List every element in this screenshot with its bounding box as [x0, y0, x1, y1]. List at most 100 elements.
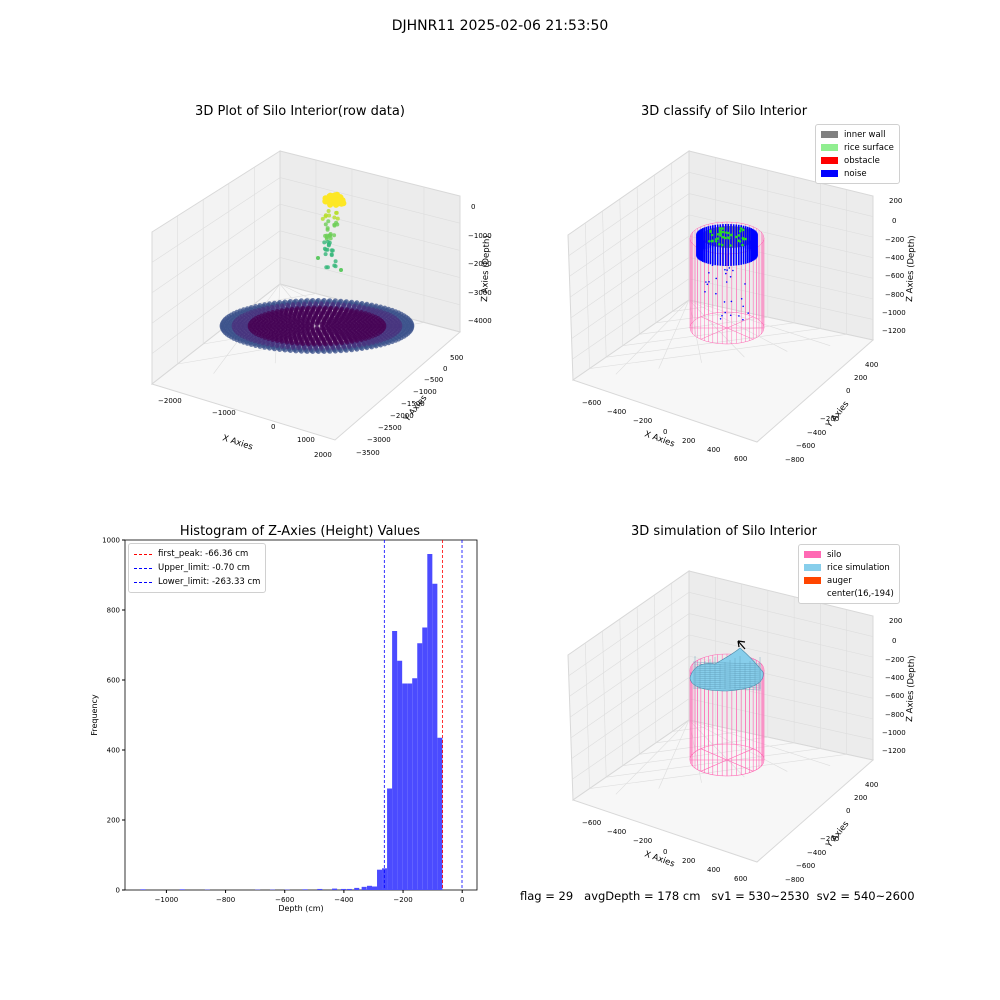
panel2-z-tick: 200 [889, 197, 902, 205]
legend-swatch [821, 131, 838, 138]
gridline [606, 748, 821, 778]
flag-value: flag = 29 [520, 889, 574, 903]
noise-point [705, 281, 707, 283]
rice-surface-point [718, 227, 722, 230]
rice-surface-point [716, 233, 720, 236]
rice-surface-point [721, 243, 724, 247]
gridline [654, 174, 657, 323]
noise-point [711, 264, 714, 266]
gridline [671, 582, 673, 732]
gridline [658, 299, 690, 369]
gridline [589, 333, 847, 369]
histogram-bar [382, 868, 388, 890]
x-tick-label: −600 [275, 896, 294, 904]
panel1-z-tick: −4000 [468, 317, 492, 325]
data-point [393, 322, 399, 327]
silo-wire [726, 759, 754, 772]
sv2-value: sv2 = 540~2600 [816, 889, 915, 903]
gridline [688, 299, 831, 346]
x-tick-label: −800 [216, 896, 235, 904]
legend-label: noise [844, 168, 867, 179]
data-point [405, 322, 411, 327]
gridline [279, 203, 461, 251]
gridline [672, 305, 716, 312]
gridline [589, 753, 847, 789]
noise-point [708, 272, 710, 274]
gridline [571, 677, 690, 759]
surface-mesh [692, 665, 762, 669]
legend-label: inner wall [844, 129, 886, 140]
histogram-bar [432, 583, 438, 890]
surface-mesh [692, 681, 762, 685]
gridline [279, 230, 461, 278]
rice-surface-point [727, 231, 730, 235]
data-point [332, 233, 337, 238]
gridline [619, 618, 624, 766]
panel1-x-tick: −1000 [212, 409, 236, 417]
data-point [353, 322, 358, 327]
rice-surface-point [711, 239, 714, 243]
legend-swatch [804, 551, 821, 558]
silo-wire [700, 748, 728, 761]
histogram-y-label: Frequency [90, 694, 99, 736]
histogram-bar [371, 886, 378, 890]
histogram-bar [422, 627, 428, 890]
gridline [570, 235, 690, 319]
noise-point [728, 267, 731, 269]
data-point [322, 240, 327, 245]
gridline [151, 230, 281, 324]
legend-label: auger [827, 575, 852, 586]
noise-point [724, 268, 726, 271]
status-footer: flag = 29 avgDepth = 178 cm sv1 = 530~25… [520, 889, 915, 903]
gridline [584, 222, 590, 369]
panel4-z-tick: −600 [885, 692, 904, 700]
data-point [397, 322, 403, 327]
gridline [671, 162, 673, 312]
data-point [326, 243, 331, 248]
y-tick-label: 1000 [102, 537, 120, 545]
legend-swatch [804, 577, 821, 584]
rice-surface-point [729, 244, 732, 247]
legend-swatch [821, 157, 838, 164]
histogram-bar [397, 660, 403, 890]
panel1-y-tick: −3000 [367, 436, 391, 444]
data-point [361, 322, 367, 327]
panel1-x-tick: 1000 [297, 436, 315, 444]
data-point [365, 322, 371, 327]
panel4-x-tick: 0 [663, 848, 667, 856]
gridline [688, 214, 874, 259]
y-tick-label: 0 [116, 887, 120, 895]
legend-swatch [804, 590, 821, 597]
data-point [334, 200, 341, 207]
panel1-y-tick: −2500 [378, 424, 402, 432]
gridline [688, 193, 874, 238]
legend-item: silo [804, 548, 894, 561]
panel1-y-tick: 500 [450, 354, 463, 362]
histogram-bar [302, 889, 308, 890]
panel2-x-tick: −400 [607, 408, 626, 416]
gridline [602, 630, 607, 778]
data-point [327, 233, 332, 238]
data-point [369, 322, 375, 327]
x-tick-label: −400 [334, 896, 353, 904]
panel2-z-tick: 0 [892, 217, 896, 225]
legend-item: obstacle [821, 154, 894, 167]
panel2-y-tick: −200 [820, 415, 839, 423]
histogram-bar [317, 888, 323, 890]
surface-mesh [692, 677, 762, 681]
panel4-3d-axes: −600 −400 −200 0 200 400 600 400 200 0 −… [567, 570, 917, 884]
histogram-bar [437, 737, 443, 890]
panel1-y-tick: −500 [424, 376, 443, 384]
data-point [323, 214, 328, 219]
panel4-x-tick: 200 [682, 857, 695, 865]
x-tick-label: −200 [393, 896, 412, 904]
legend-item: rice surface [821, 141, 894, 154]
data-point [325, 247, 330, 252]
histogram-bar [332, 888, 338, 890]
histogram-bar [407, 683, 413, 890]
gridline [568, 592, 690, 676]
noise-point [729, 276, 732, 278]
data-point [332, 215, 337, 220]
panel4-z-tick: −200 [885, 656, 904, 664]
panel1-x-tick: −2000 [158, 397, 182, 405]
